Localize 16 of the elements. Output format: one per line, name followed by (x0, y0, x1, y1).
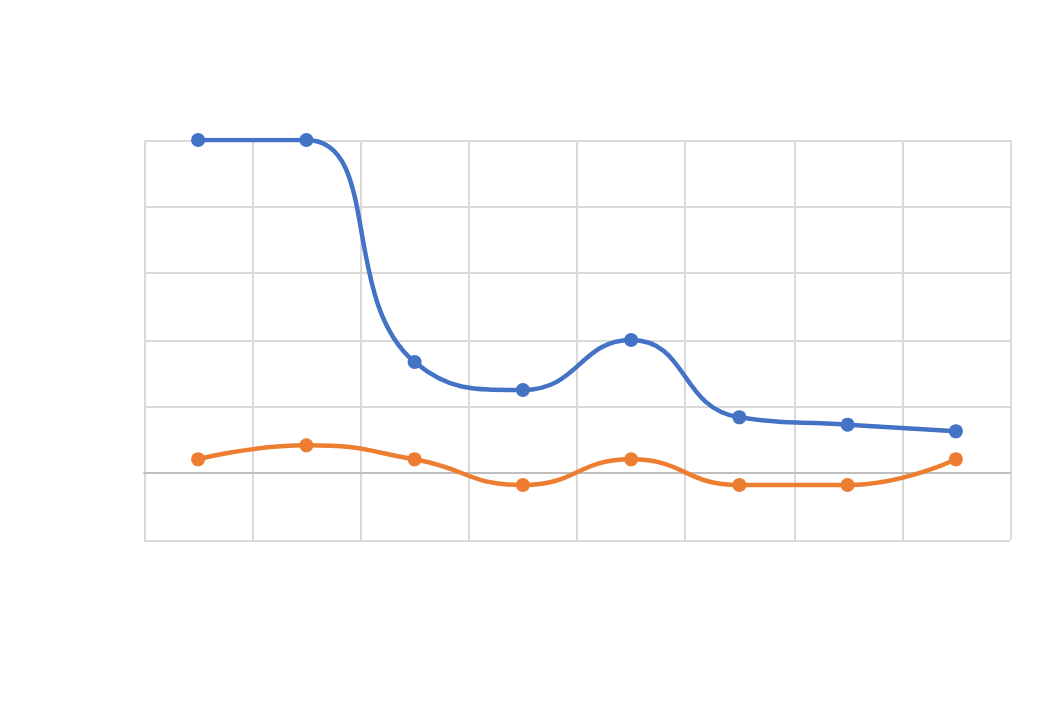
point (515, 478, 530, 492)
point (515, 383, 530, 397)
point (948, 424, 963, 439)
point (732, 478, 747, 492)
point (191, 133, 206, 147)
point (840, 417, 855, 432)
point (624, 452, 639, 467)
point (840, 478, 855, 492)
point (407, 355, 422, 369)
point (948, 452, 963, 467)
point (407, 452, 422, 467)
point (732, 410, 747, 425)
point (624, 333, 639, 347)
point (191, 452, 206, 467)
point (299, 133, 314, 147)
point (299, 438, 314, 453)
